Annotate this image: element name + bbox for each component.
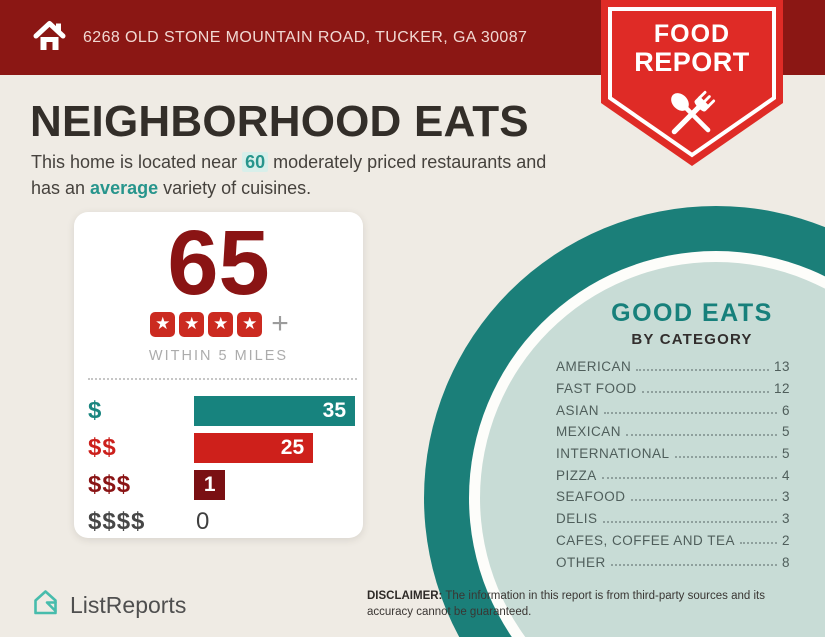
bar-track: 1 bbox=[194, 470, 355, 501]
category-row: OTHER 8 bbox=[556, 551, 790, 573]
ribbon-shape bbox=[601, 0, 783, 166]
dotted-leader bbox=[674, 455, 777, 458]
category-label: OTHER bbox=[556, 554, 606, 570]
price-row: $$ 25 bbox=[88, 433, 355, 464]
category-list: AMERICAN 13 FAST FOOD 12 ASIAN 6 MEXICAN 5 INTER… bbox=[556, 356, 790, 573]
bar-track: 25 bbox=[194, 433, 355, 464]
bar-track: 35 bbox=[194, 396, 355, 427]
restaurant-count: 60 bbox=[242, 152, 269, 172]
dotted-leader bbox=[641, 390, 769, 393]
page-title: NEIGHBORHOOD EATS bbox=[30, 97, 529, 146]
dotted-leader bbox=[626, 433, 777, 436]
category-count: 12 bbox=[773, 381, 790, 397]
price-bar: 35 bbox=[194, 396, 355, 427]
disclaimer: DISCLAIMER: The information in this repo… bbox=[367, 588, 814, 620]
category-row: CAFES, COFFEE AND TEA 2 bbox=[556, 530, 790, 552]
food-report-badge: FOOD REPORT bbox=[601, 0, 783, 172]
category-count: 13 bbox=[773, 359, 790, 375]
category-label: INTERNATIONAL bbox=[556, 446, 670, 462]
category-count: 6 bbox=[781, 402, 790, 418]
price-level-label: $$ bbox=[88, 434, 117, 462]
star-icon: ★ bbox=[237, 311, 263, 337]
category-count: 3 bbox=[781, 511, 790, 527]
category-label: PIZZA bbox=[556, 467, 597, 483]
category-label: ASIAN bbox=[556, 402, 600, 418]
badge-line2: REPORT bbox=[634, 47, 750, 77]
category-count: 5 bbox=[781, 424, 790, 440]
dotted-leader bbox=[740, 542, 777, 545]
badge-line1: FOOD bbox=[653, 20, 731, 48]
badge-title: FOOD REPORT bbox=[601, 21, 783, 77]
restaurant-score: 65 bbox=[167, 212, 270, 314]
star-icon: ★ bbox=[150, 311, 176, 337]
category-row: AMERICAN 13 bbox=[556, 356, 790, 378]
dotted-leader bbox=[604, 412, 777, 415]
home-icon bbox=[33, 20, 66, 56]
price-level-label: $ bbox=[88, 397, 103, 425]
category-count: 2 bbox=[781, 532, 790, 548]
price-level-label: $$$$ bbox=[88, 508, 146, 536]
category-row: SEAFOOD 3 bbox=[556, 486, 790, 508]
good-eats-heading: GOOD EATS BY CATEGORY bbox=[542, 299, 825, 348]
dotted-leader bbox=[610, 564, 777, 567]
listreports-brand: ListReports bbox=[30, 587, 186, 623]
bar-track: 0 bbox=[194, 507, 355, 537]
price-bar: 25 bbox=[194, 433, 314, 464]
category-count: 3 bbox=[781, 489, 790, 505]
price-bar-chart: $35 $$ 25 $$$ 1 $$$$ 0 bbox=[88, 396, 355, 537]
price-row: $$$ 1 bbox=[88, 470, 355, 501]
dotted-leader bbox=[601, 477, 777, 480]
category-count: 5 bbox=[781, 446, 790, 462]
category-label: SEAFOOD bbox=[556, 489, 626, 505]
category-label: CAFES, COFFEE AND TEA bbox=[556, 532, 736, 548]
category-row: DELIS 3 bbox=[556, 508, 790, 530]
price-row: $35 bbox=[88, 396, 355, 427]
category-label: DELIS bbox=[556, 511, 598, 527]
listreports-logo-icon bbox=[30, 587, 61, 623]
spoon-fork-icon bbox=[663, 84, 721, 149]
category-row: INTERNATIONAL 5 bbox=[556, 443, 790, 465]
dotted-divider bbox=[88, 378, 357, 381]
category-label: MEXICAN bbox=[556, 424, 622, 440]
category-row: ASIAN 6 bbox=[556, 399, 790, 421]
dotted-leader bbox=[602, 520, 777, 523]
property-address: 6268 OLD STONE MOUNTAIN ROAD, TUCKER, GA… bbox=[83, 28, 528, 46]
star-icon: ★ bbox=[179, 311, 205, 337]
dotted-leader bbox=[630, 498, 777, 501]
disclaimer-label: DISCLAIMER: bbox=[367, 590, 443, 602]
category-label: FAST FOOD bbox=[556, 381, 637, 397]
category-row: MEXICAN 5 bbox=[556, 421, 790, 443]
category-label: AMERICAN bbox=[556, 359, 632, 375]
plus-icon: + bbox=[271, 307, 289, 341]
intro-line1-pre: This home is located near bbox=[31, 152, 243, 172]
good-eats-title: GOOD EATS bbox=[611, 299, 773, 327]
price-level-label: $$$ bbox=[88, 471, 132, 499]
brand-name: ListReports bbox=[70, 591, 187, 618]
intro-line1-post: moderately priced restaurants and bbox=[268, 152, 547, 172]
disclaimer-text: The information in this report is from t… bbox=[367, 590, 765, 619]
category-count: 8 bbox=[781, 554, 790, 570]
star-icon: ★ bbox=[208, 311, 234, 337]
category-row: PIZZA 4 bbox=[556, 464, 790, 486]
category-row: FAST FOOD 12 bbox=[556, 378, 790, 400]
variety-highlight: average bbox=[90, 178, 159, 199]
intro-line2-pre: has an bbox=[31, 178, 91, 199]
intro-line2-post: variety of cuisines. bbox=[158, 178, 312, 199]
radius-label: WITHIN 5 MILES bbox=[148, 348, 289, 365]
intro-text: This home is located near 60 moderately … bbox=[31, 149, 546, 201]
price-bar: 1 bbox=[194, 470, 225, 501]
price-bar-zero-value: 0 bbox=[196, 508, 210, 536]
score-card: 65 ★ ★ ★ ★ + WITHIN 5 MILES $35 $$ 25 $$$ 1 $$$$ 0 bbox=[74, 212, 363, 538]
star-rating: ★ ★ ★ ★ + bbox=[74, 309, 363, 339]
price-row: $$$$ 0 bbox=[88, 507, 355, 537]
dotted-leader bbox=[636, 368, 769, 371]
good-eats-subtitle: BY CATEGORY bbox=[631, 331, 753, 348]
category-count: 4 bbox=[781, 467, 790, 483]
